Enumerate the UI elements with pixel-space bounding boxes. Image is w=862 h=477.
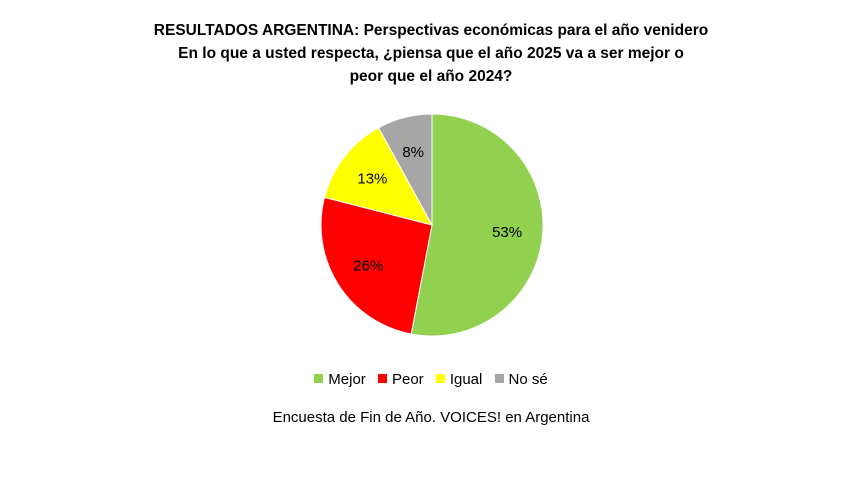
legend-swatch-igual xyxy=(435,374,445,383)
chart-title-line-1: RESULTADOS ARGENTINA: Perspectivas econó… xyxy=(153,22,709,39)
legend-item-peor: Peor xyxy=(377,370,424,390)
chart-caption: Encuesta de Fin de Año. VOICES! en Argen… xyxy=(272,409,590,426)
legend-label-peor: Peor xyxy=(391,371,424,388)
legend-item-igual: Igual xyxy=(435,370,483,390)
pie-label-mejor: 53% xyxy=(492,224,522,241)
chart-title-line-3: peor que el año 2024? xyxy=(349,68,513,85)
pie-slice-igual xyxy=(323,127,433,226)
legend-item-no-se: No sé xyxy=(494,370,548,390)
pie-label-no-se: 8% xyxy=(402,144,424,161)
legend-label-mejor: Mejor xyxy=(328,371,366,388)
pie-slice-mejor xyxy=(410,113,544,337)
pie-label-igual: 13% xyxy=(357,171,387,188)
legend-swatch-peor xyxy=(377,374,387,383)
pie-slice-no-se xyxy=(377,113,433,226)
chart-legend: Mejor Peor Igual No sé xyxy=(0,370,862,390)
legend-swatch-mejor xyxy=(314,374,324,383)
pie-slice-peor xyxy=(320,196,433,335)
chart-title-line-2: En lo que a usted respecta, ¿piensa que … xyxy=(178,45,684,62)
legend-item-mejor: Mejor xyxy=(314,370,366,390)
chart-title: RESULTADOS ARGENTINA: Perspectivas econó… xyxy=(0,19,862,88)
legend-label-igual: Igual xyxy=(449,371,483,388)
legend-label-no-se: No sé xyxy=(508,371,548,388)
pie-label-peor: 26% xyxy=(353,257,383,274)
legend-swatch-no-se xyxy=(494,374,504,383)
